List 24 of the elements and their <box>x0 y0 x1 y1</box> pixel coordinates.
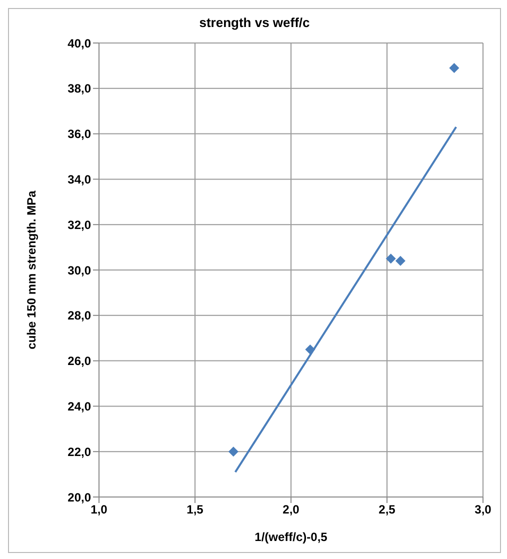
point <box>305 344 316 354</box>
y-tick-label: 30,0 <box>68 263 92 278</box>
point <box>449 62 460 73</box>
y-axis-title: cube 150 mm strength. MPa <box>24 190 38 350</box>
y-tick-label: 38,0 <box>68 82 92 96</box>
x-tick-label: 3,0 <box>474 502 492 517</box>
chart-title: strength vs weff/c <box>198 14 311 32</box>
x-tick-label: 2,5 <box>378 502 396 517</box>
y-tick-label: 34,0 <box>68 172 92 186</box>
point <box>386 254 396 264</box>
y-tick-label: 32,0 <box>68 218 92 232</box>
point <box>395 256 406 266</box>
x-axis-title: 1/(weff/c)-0,5 <box>254 530 328 544</box>
y-tick-label: 28,0 <box>68 308 92 323</box>
y-tick-label: 22,0 <box>68 444 92 459</box>
point <box>228 446 238 457</box>
x-tick-label: 1,0 <box>90 502 108 517</box>
y-tick-label: 26,0 <box>68 354 92 368</box>
x-tick-label: 1,5 <box>186 502 204 517</box>
y-tick-label: 40,0 <box>68 36 92 50</box>
x-tick-label: 2,0 <box>282 502 300 517</box>
y-tick-label: 24,0 <box>68 399 92 414</box>
y-tick-label: 36,0 <box>68 127 92 142</box>
y-tick-label: 20,0 <box>68 490 92 504</box>
